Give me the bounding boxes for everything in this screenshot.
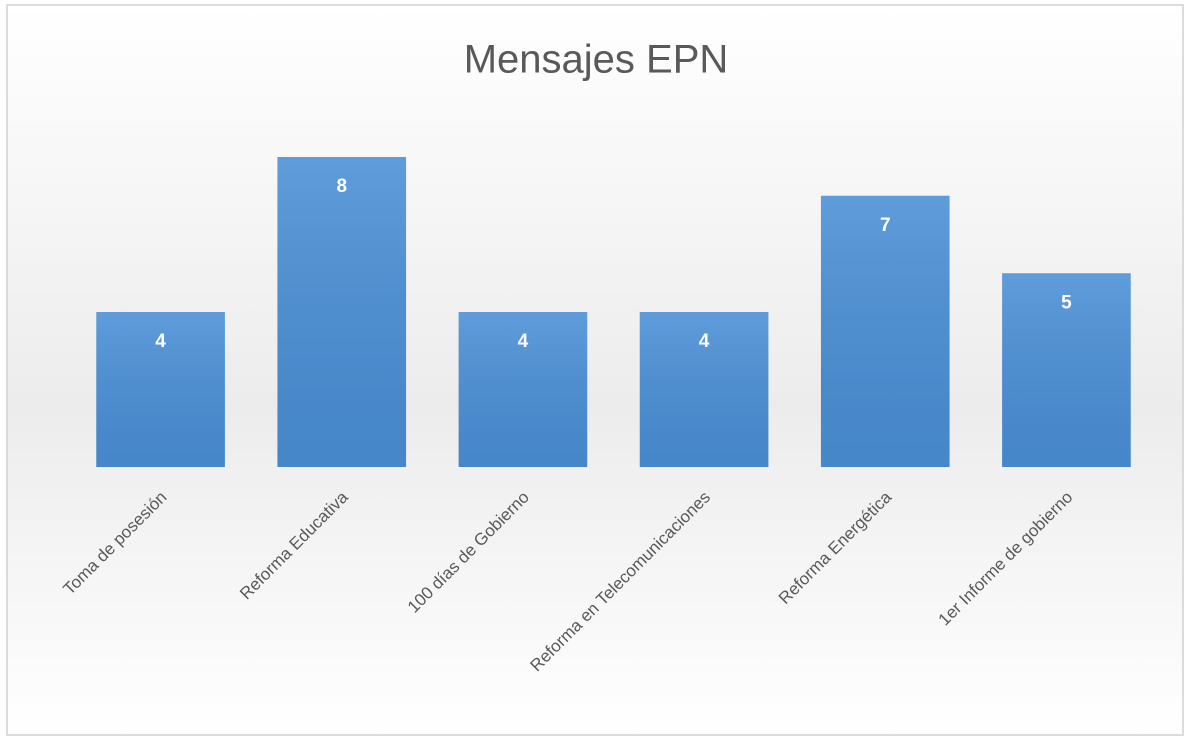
data-label: 4 bbox=[155, 331, 166, 352]
bar-shade bbox=[820, 195, 950, 467]
data-label: 4 bbox=[518, 331, 529, 352]
bar-shade bbox=[639, 312, 769, 467]
bar-shade bbox=[458, 312, 588, 467]
data-label: 8 bbox=[336, 176, 347, 197]
data-label: 5 bbox=[1061, 292, 1072, 313]
chart-title: Mensajes EPN bbox=[464, 38, 729, 82]
bar-shade bbox=[96, 312, 225, 467]
data-label: 7 bbox=[880, 215, 891, 236]
data-label: 4 bbox=[699, 331, 710, 352]
bar-shade bbox=[277, 157, 407, 467]
bar-shade bbox=[1002, 273, 1131, 467]
